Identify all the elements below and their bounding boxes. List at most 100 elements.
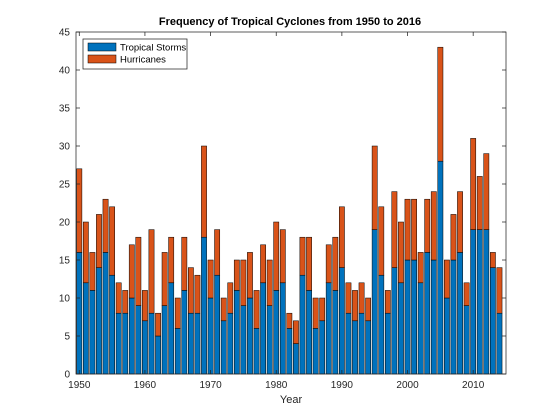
- hurricanes-bar: [181, 236, 188, 291]
- tropical-storms-bar: [332, 290, 339, 375]
- hurricanes-bar: [201, 145, 207, 238]
- hurricanes-bar: [115, 282, 122, 314]
- x-axis-label: Year: [280, 394, 303, 406]
- tropical-storms-bar: [253, 328, 260, 375]
- y-tick-label: 0: [64, 370, 70, 381]
- hurricanes-bar: [293, 320, 299, 344]
- hurricanes-bar: [378, 206, 385, 276]
- tropical-storms-bar: [319, 320, 326, 375]
- tropical-storms-bar: [457, 252, 463, 375]
- tropical-storms-bar: [378, 274, 385, 375]
- hurricanes-bar: [365, 297, 372, 322]
- hurricanes-bar: [279, 229, 286, 284]
- tropical-storms-bar: [325, 282, 332, 375]
- hurricanes-bar: [286, 312, 293, 329]
- hurricanes-bar: [76, 168, 83, 253]
- tropical-storms-bar: [181, 290, 188, 375]
- legend-label-hurricanes: Hurricanes: [120, 55, 166, 66]
- tropical-storms-bar: [240, 305, 247, 375]
- tropical-storms-bar: [299, 274, 306, 375]
- hurricanes-bar: [411, 198, 417, 261]
- hurricanes-bar: [142, 290, 148, 322]
- legend-swatch-tropical-storms: [87, 42, 117, 52]
- hurricanes-bar: [391, 191, 398, 268]
- hurricanes-bar: [194, 274, 201, 314]
- y-tick-label: 40: [59, 66, 71, 77]
- axes-box: [75, 31, 507, 375]
- tropical-storms-bar: [417, 282, 424, 375]
- tropical-storms-bar: [76, 252, 83, 375]
- tropical-storms-bar: [358, 312, 365, 375]
- hurricanes-bar: [168, 236, 175, 284]
- y-tick-label: 5: [64, 332, 70, 343]
- x-tick-label: 1970: [199, 380, 222, 391]
- hurricanes-bar: [470, 138, 477, 230]
- hurricanes-bar: [404, 198, 411, 261]
- tropical-storms-bar: [365, 320, 372, 375]
- hurricanes-bar: [188, 267, 194, 314]
- hurricanes-bar: [424, 198, 431, 253]
- hurricanes-bar: [155, 312, 161, 337]
- hurricanes-bar: [398, 221, 404, 284]
- tropical-storms-bar: [437, 160, 444, 375]
- tropical-storms-bar: [220, 320, 227, 375]
- tropical-storms-bar: [89, 290, 96, 375]
- tropical-storms-bar: [194, 312, 201, 375]
- tropical-storms-bar: [142, 320, 148, 375]
- hurricanes-bar: [89, 252, 96, 291]
- x-tick-label: 1950: [68, 380, 91, 391]
- hurricanes-bar: [352, 290, 358, 322]
- hurricanes-bar: [496, 267, 503, 314]
- hurricanes-bar: [174, 297, 181, 329]
- y-tick-label: 45: [59, 28, 71, 39]
- tropical-storms-bar: [273, 290, 280, 375]
- x-tick-label: 2000: [396, 380, 419, 391]
- legend-swatch-hurricanes: [87, 54, 117, 64]
- tropical-storms-bar: [201, 236, 207, 375]
- hurricanes-bar: [102, 198, 109, 253]
- bars-group: [76, 46, 503, 375]
- tropical-storms-bar: [384, 312, 391, 375]
- tropical-storms-bar: [306, 290, 312, 375]
- tropical-storms-bar: [345, 312, 352, 375]
- tropical-storms-bar: [96, 267, 102, 375]
- hurricanes-bar: [430, 191, 437, 261]
- hurricanes-bar: [325, 244, 332, 284]
- hurricanes-bar: [128, 244, 135, 299]
- tropical-storms-bar: [188, 312, 194, 375]
- hurricanes-bar: [332, 236, 339, 291]
- x-tick-label: 1960: [134, 380, 157, 391]
- tropical-storms-bar: [483, 229, 490, 375]
- chart-title: Frequency of Tropical Cyclones from 1950…: [159, 16, 421, 28]
- hurricanes-bar: [214, 229, 221, 276]
- tropical-storms-bar: [371, 229, 378, 375]
- hurricanes-bar: [240, 259, 247, 306]
- tropical-storms-bar: [207, 297, 214, 375]
- tropical-storms-bar: [135, 305, 142, 375]
- y-tick-label: 10: [59, 294, 71, 305]
- hurricanes-bar: [457, 191, 463, 253]
- tropical-storms-bar: [174, 328, 181, 375]
- tropical-storms-bar: [391, 267, 398, 375]
- tropical-storms-bar: [339, 267, 345, 375]
- hurricanes-bar: [227, 282, 234, 314]
- tropical-storms-bar: [444, 297, 450, 375]
- hurricanes-bar: [273, 221, 280, 291]
- tropical-storms-bar: [115, 312, 122, 375]
- hurricanes-bar: [135, 236, 142, 306]
- y-tick-label: 15: [59, 256, 71, 267]
- tropical-storms-bar: [214, 274, 221, 375]
- tropical-storms-bar: [102, 252, 109, 375]
- hurricanes-bar: [253, 290, 260, 329]
- tropical-storms-bar: [168, 282, 175, 375]
- hurricanes-bar: [312, 297, 319, 329]
- y-tick-label: 25: [59, 180, 71, 191]
- tropical-storms-bar: [161, 305, 168, 375]
- tropical-storms-bar: [496, 312, 503, 375]
- legend-box: [82, 38, 188, 70]
- hurricanes-bar: [109, 206, 115, 276]
- hurricanes-bar: [122, 290, 129, 314]
- x-tick-label: 2010: [462, 380, 485, 391]
